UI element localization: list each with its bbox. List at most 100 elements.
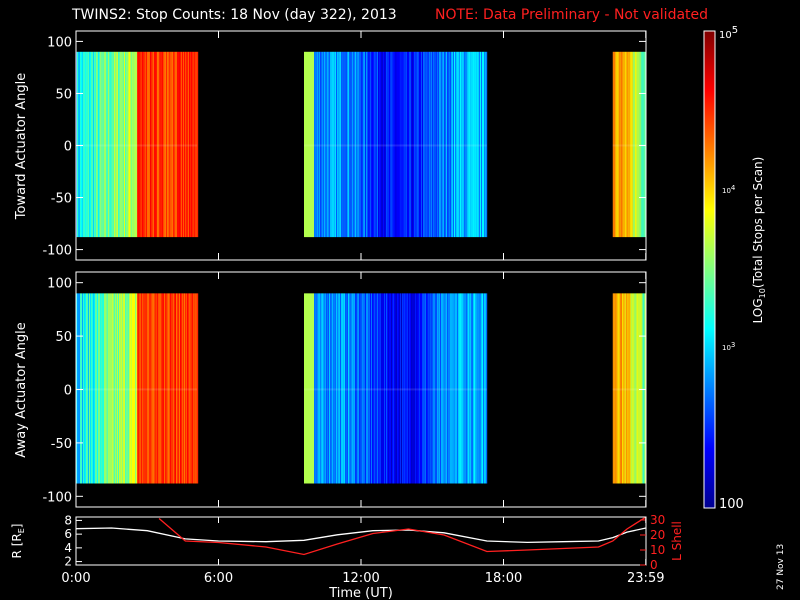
heatmap-cell [409,51,411,238]
heatmap-cell [98,293,100,484]
heatmap-cell [387,293,389,484]
heatmap-cell [390,51,392,238]
heatmap-cell [479,51,481,238]
heatmap-cell [433,51,435,238]
heatmap-cell [146,293,148,484]
heatmap-cell [105,51,107,238]
heatmap-cell [365,293,367,484]
heatmap-cell [120,293,122,484]
heatmap-cell [323,293,325,484]
heatmap-cell [613,293,615,484]
heatmap-cell [435,293,437,484]
heatmap-cell [355,51,357,238]
y-tick-label: 100 [47,35,72,50]
heatmap-cell [150,293,152,484]
heatmap-cell [415,51,417,238]
heatmap-cell [391,293,393,484]
heatmap-cell [459,51,461,238]
heatmap-cell [619,51,621,238]
heatmap-cell [184,51,186,238]
heatmap-cell [140,293,142,484]
heatmap-cell [157,51,159,238]
heatmap-cell [485,51,487,238]
heatmap-cell [91,51,93,238]
heatmap-cell [617,293,619,484]
heatmap-cell [458,51,460,238]
heatmap-cell [99,293,101,484]
heatmap-cell [432,293,434,484]
heatmap-cell [106,51,108,238]
heatmap-cell [377,51,379,238]
orbit-right-ylabel: L Shell [670,521,684,561]
heatmap-cell [385,51,387,238]
heatmap-cell [167,51,169,238]
heatmap-cell [188,293,190,484]
heatmap-cell [102,51,104,238]
heatmap-cell [437,293,439,484]
heatmap-cell [357,293,359,484]
heatmap-cell [456,51,458,238]
colorbar-tick-top: 105 [719,25,738,41]
heatmap-cell [165,293,167,484]
heatmap-cell [185,293,187,484]
heatmap-cell [369,293,371,484]
heatmap-cell [468,51,470,238]
heatmap-cell [126,293,128,484]
heatmap-cell [465,293,467,484]
heatmap-cell [439,293,441,484]
heatmap-cell [93,293,95,484]
heatmap-cell [76,293,78,484]
heatmap-cell [452,293,454,484]
r-tick-label: 2 [64,555,72,569]
heatmap-cell [384,51,386,238]
heatmap-cell [344,51,346,238]
heatmap-cell [391,51,393,238]
heatmap-cell [309,51,311,238]
heatmap-cell [317,51,319,238]
heatmap-cell [166,293,168,484]
heatmap-cell [421,51,423,238]
heatmap-cell [410,51,412,238]
heatmap-cell [311,51,313,238]
heatmap-cell [123,293,125,484]
heatmap-cell [315,293,317,484]
heatmap-cell [380,51,382,238]
heatmap-cell [419,293,421,484]
heatmap-cell [326,293,328,484]
heatmap-cell [118,51,120,238]
orbit-lines [76,517,646,556]
heatmap-cell [149,51,151,238]
heatmap-cell [185,51,187,238]
heatmap-cell [87,293,89,484]
heatmap-cell [83,51,85,238]
away-ylabel: Away Actuator Angle [14,322,29,457]
heatmap-cell [397,51,399,238]
colorbar: 105 104 103 100 LOG10(Total Stops per Sc… [703,25,767,512]
heatmap-cell [78,293,80,484]
heatmap-cell [381,51,383,238]
heatmap-cell [128,51,130,238]
heatmap-cell [82,293,84,484]
heatmap-cell [120,51,122,238]
heatmap-cell [449,293,451,484]
heatmap-cell [620,51,622,238]
heatmap-cell [635,293,637,484]
heatmap-cell [194,51,196,238]
heatmap-cell [171,51,173,238]
heatmap-cell [622,51,624,238]
heatmap-cell [368,293,370,484]
heatmap-cell [420,51,422,238]
heatmap-cell [413,51,415,238]
heatmap-cell [628,51,630,238]
heatmap-cell [95,293,97,484]
heatmap-cell [197,293,199,484]
heatmap-cell [463,51,465,238]
heatmap-cell [637,293,639,484]
heatmap-cell [376,51,378,238]
heatmap-cell [178,51,180,238]
heatmap-cell [175,293,177,484]
heatmap-cell [376,293,378,484]
heatmap-cell [145,51,147,238]
heatmap-cell [475,293,477,484]
